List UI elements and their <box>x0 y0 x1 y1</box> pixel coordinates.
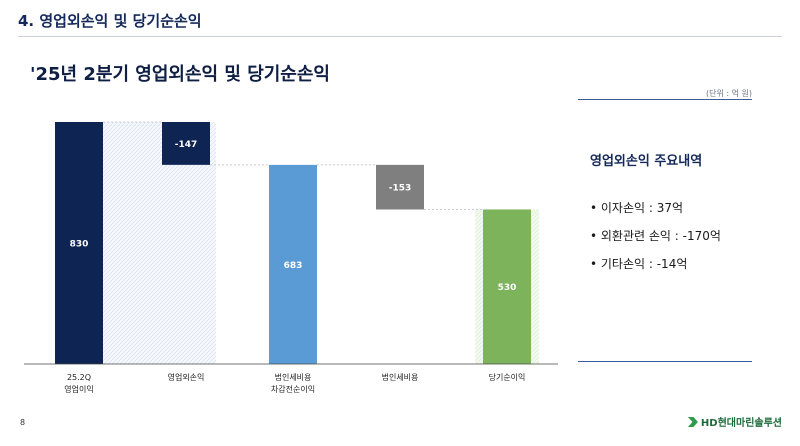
side-item-fx: • 외환관련 손익 : -170억 <box>590 229 721 243</box>
x-tick-label: 영업이익 <box>64 384 93 394</box>
unit-label: (단위 : 억 원) <box>705 89 752 98</box>
x-tick-label: 영업외손익 <box>168 372 205 382</box>
side-panel-list: • 이자손익 : 37억 • 외환관련 손익 : -170억 • 기타손익 : … <box>590 200 721 284</box>
logo-text: HD현대마린솔루션 <box>700 418 782 429</box>
company-logo: HD현대마린솔루션 <box>687 414 782 429</box>
data-label: 683 <box>284 261 303 271</box>
bar <box>269 164 317 364</box>
section-title: 4. 영업외손익 및 당기순손익 <box>18 12 202 30</box>
x-tick-label: 법인세비용 <box>382 372 419 382</box>
side-item-other: • 기타손익 : -14억 <box>590 257 688 271</box>
header-divider <box>18 36 782 37</box>
page-title: '25년 2분기 영업외손익 및 당기순손익 <box>30 64 330 85</box>
data-label: 530 <box>498 283 517 293</box>
x-tick-label: 차감전순이익 <box>271 384 315 394</box>
x-tick-label: 당기순이익 <box>489 372 526 382</box>
bar <box>483 209 531 364</box>
side-top-divider <box>578 99 752 100</box>
side-item-interest: • 이자손익 : 37억 <box>590 201 684 215</box>
side-bottom-divider <box>578 361 752 362</box>
page-number: 8 <box>20 418 26 427</box>
bar <box>55 122 103 364</box>
x-tick-label: 법인세비용 <box>275 372 312 382</box>
logo-mark-icon <box>687 417 698 427</box>
data-label: -147 <box>175 140 198 150</box>
side-panel-title: 영업외손익 주요내역 <box>590 154 703 169</box>
data-label: -153 <box>389 184 412 194</box>
bar <box>162 122 210 165</box>
bar <box>376 164 424 210</box>
x-tick-label: 25.2Q <box>67 373 91 382</box>
data-label: 830 <box>70 240 89 250</box>
